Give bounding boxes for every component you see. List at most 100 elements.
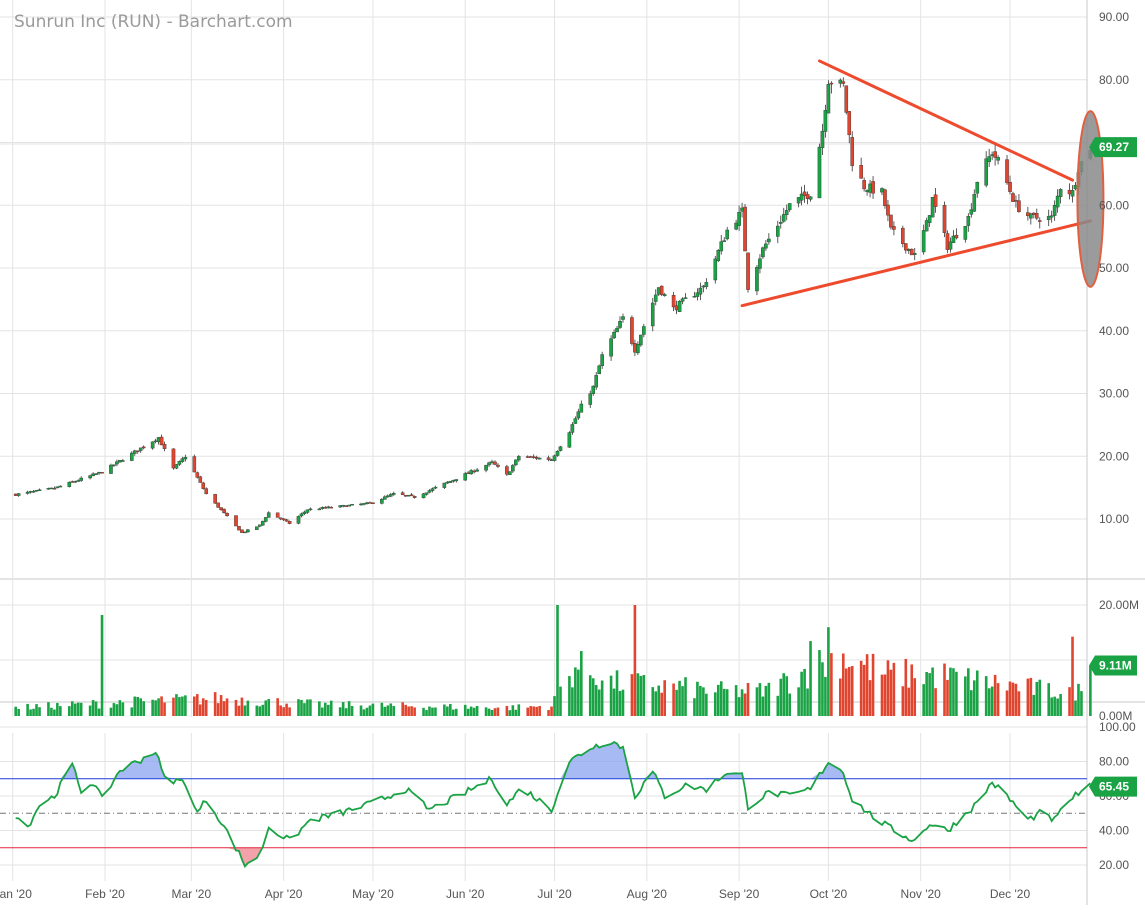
volume-bar <box>1032 694 1036 716</box>
volume-bar <box>407 706 410 716</box>
candle-body <box>317 508 322 511</box>
candle-body <box>109 464 113 474</box>
volume-bar <box>112 703 116 716</box>
candle-body <box>826 84 831 114</box>
volume-bar <box>446 706 449 716</box>
volume-bar <box>889 669 893 716</box>
grid-lines <box>0 0 1087 881</box>
price-tick-label: 90.00 <box>1099 10 1129 24</box>
volume-bar <box>964 676 967 716</box>
volume-bar <box>693 698 696 716</box>
candle-body <box>987 156 991 162</box>
volume-bar <box>526 707 530 716</box>
candle-body <box>1029 213 1033 219</box>
volume-bar <box>121 702 125 716</box>
volume-bar <box>922 684 925 716</box>
candle-body <box>909 248 914 256</box>
volume-bar <box>338 707 342 716</box>
volume-bar <box>297 699 300 716</box>
volume-bar <box>928 673 931 716</box>
volume-bar <box>824 676 827 716</box>
volume-bar <box>535 706 538 716</box>
price-last-value-bg <box>1089 137 1137 158</box>
volume-bar <box>285 703 288 716</box>
volume-bar <box>740 689 744 716</box>
volume-bar <box>1074 700 1077 716</box>
candle-body <box>31 490 36 493</box>
candle-body <box>28 491 33 493</box>
volume-bar <box>454 708 458 716</box>
volume-bar <box>943 663 946 716</box>
volume-bar <box>88 705 92 716</box>
candle-body <box>558 446 563 451</box>
volume-bar <box>955 671 958 716</box>
volume-bar <box>371 703 375 716</box>
volume-bar <box>318 701 321 716</box>
volume-bar <box>615 670 619 716</box>
candle-body <box>237 526 241 531</box>
volume-bar <box>100 614 104 716</box>
candle-body <box>115 461 119 465</box>
candle-body <box>263 517 268 522</box>
volume-bar <box>184 695 187 716</box>
volume-bar <box>972 680 976 716</box>
candle-body <box>195 472 200 478</box>
volume-bar <box>282 707 285 716</box>
volume-bar <box>59 706 62 716</box>
candle-body <box>927 215 932 223</box>
volume-bar <box>725 689 729 716</box>
volume-bar <box>630 674 634 716</box>
volume-bar <box>681 686 684 716</box>
volume-bar <box>591 678 595 716</box>
volume-bar <box>987 688 991 716</box>
price-tick-label: 50.00 <box>1099 261 1129 275</box>
price-tick-label: 40.00 <box>1099 324 1129 338</box>
candle-body <box>671 295 676 308</box>
volume-bar <box>609 675 613 716</box>
candle-body <box>16 493 21 496</box>
candle-body <box>859 164 863 179</box>
candle-body <box>567 432 572 448</box>
candle-body <box>817 146 822 199</box>
candle-body <box>642 326 646 335</box>
volume-bar <box>594 685 598 716</box>
candle-body <box>734 222 738 230</box>
candle-body <box>844 85 849 113</box>
volume-bar <box>91 700 95 716</box>
candle-body <box>781 214 786 222</box>
volume-bar <box>746 682 750 716</box>
volume-bar <box>684 677 687 716</box>
volume-bar <box>118 700 122 716</box>
volume-bar <box>758 683 762 716</box>
price-last-value: 69.27 <box>1099 140 1129 154</box>
volume-bar <box>368 705 372 716</box>
candle-body <box>368 502 372 504</box>
volume-bar <box>511 705 515 716</box>
volume-bar <box>1017 691 1021 716</box>
candle-body <box>719 241 724 252</box>
volume-bar <box>195 694 199 716</box>
candle-body <box>1005 159 1009 184</box>
volume-bar <box>264 700 268 716</box>
candle-body <box>576 411 581 419</box>
volume-bar <box>490 710 494 716</box>
volume-bar <box>443 704 446 716</box>
candle-body <box>400 492 405 495</box>
candle-body <box>525 456 530 458</box>
volume-bar <box>258 706 262 716</box>
candle-body <box>275 512 280 518</box>
x-tick-label: Jan '20 <box>0 887 32 901</box>
candle-body <box>427 490 432 493</box>
volume-bar <box>547 710 550 716</box>
volume-bar <box>678 680 681 716</box>
candle-body <box>904 243 908 251</box>
volume-bar <box>29 709 32 716</box>
candle-body <box>847 111 852 136</box>
volume-bar <box>383 706 387 716</box>
volume-bar <box>967 668 970 716</box>
candle-body <box>323 507 328 509</box>
candle-body <box>901 227 905 244</box>
volume-bar <box>56 702 59 716</box>
candle-body <box>555 451 560 456</box>
candle-body <box>260 520 265 526</box>
